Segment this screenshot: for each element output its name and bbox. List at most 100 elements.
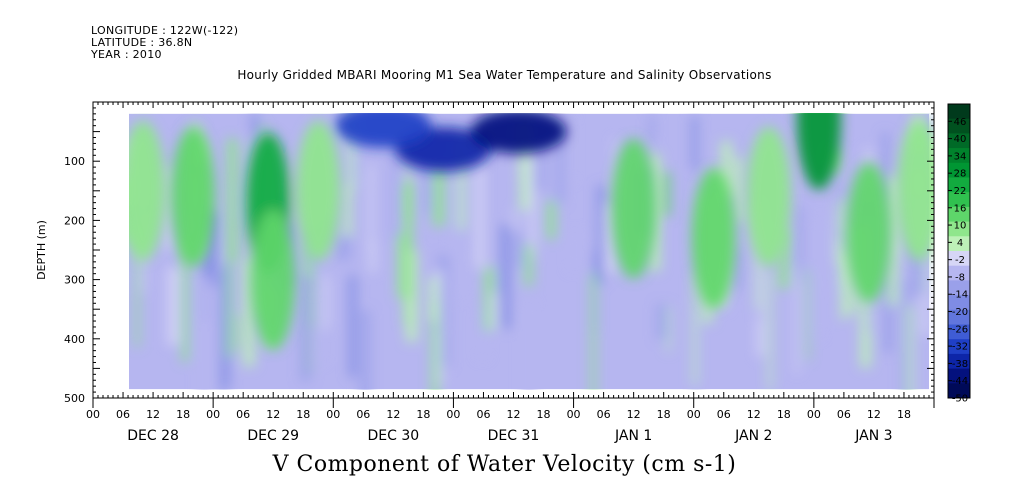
heatmap-cell <box>393 135 398 241</box>
heatmap-cell <box>368 164 374 250</box>
heatmap-feature <box>896 120 934 261</box>
x-day-label: DEC 28 <box>127 428 179 444</box>
longitude-label: LONGITUDE : 122W(-122) <box>91 24 239 37</box>
x-tick-label: 00 <box>86 408 100 421</box>
heatmap-cell <box>885 280 891 353</box>
x-day-label: DEC 29 <box>247 428 299 444</box>
x-tick-label: 00 <box>446 408 460 421</box>
heatmap-cell <box>927 116 934 144</box>
heatmap-cell <box>590 273 596 390</box>
colorbar-label: 22 <box>954 186 967 197</box>
colorbar-label: -50 <box>952 394 968 405</box>
colorbar-label: -2 <box>955 255 965 266</box>
heatmap-cell <box>500 224 511 329</box>
heatmap-cell <box>812 218 822 337</box>
heatmap-cell <box>198 275 210 390</box>
x-tick-label: 18 <box>296 408 310 421</box>
heatmap-cell <box>226 263 233 358</box>
heatmap-cell <box>756 319 765 357</box>
heatmap-cell <box>836 199 848 283</box>
heatmap-cell <box>135 225 140 348</box>
colorbar-label: 28 <box>954 169 967 180</box>
heatmap-cell <box>901 279 908 390</box>
heatmap-cell <box>778 230 790 289</box>
heatmap-cell <box>424 144 431 211</box>
colorbar-swatch <box>948 177 970 193</box>
heatmap-cell <box>360 310 371 390</box>
heatmap-cell <box>321 275 330 330</box>
heatmap-cell <box>457 137 466 230</box>
colorbar-label: -8 <box>955 272 965 283</box>
heatmap-cell <box>348 113 355 191</box>
heatmap-cell <box>344 185 353 237</box>
x-tick-label: 18 <box>416 408 430 421</box>
heatmap-cell <box>734 157 744 222</box>
y-tick-label: 200 <box>64 214 85 227</box>
heatmap-cell <box>226 138 238 263</box>
y-tick-label: 400 <box>64 333 85 346</box>
heatmap-cell <box>431 301 439 390</box>
heatmap-feature <box>296 120 341 261</box>
heatmap-cell <box>491 293 499 330</box>
colorbar-label: 34 <box>954 151 967 162</box>
heatmap-cell <box>201 207 209 322</box>
x-tick-label: 18 <box>777 408 791 421</box>
colorbar-label: -20 <box>952 307 968 318</box>
heatmap-cell <box>460 242 466 297</box>
colorbar-frame <box>947 103 971 399</box>
heatmap-feature <box>470 113 567 154</box>
x-tick-label: 00 <box>687 408 701 421</box>
axes: 00 06 12 18 00 06 12 18 00 06 12 18 00 06 12 18 00 06 12 18… <box>64 101 935 444</box>
x-day-label: DEC 30 <box>368 428 420 444</box>
heatmap-feature <box>846 162 891 303</box>
heatmap-cell <box>438 285 446 331</box>
heatmap-cell <box>768 272 773 390</box>
x-tick-label: 00 <box>206 408 220 421</box>
colorbar-swatch <box>948 368 970 384</box>
heatmap-cell <box>206 212 218 286</box>
colorbar-swatch <box>948 383 970 399</box>
heatmap-cell <box>613 138 618 193</box>
heatmap-cell <box>567 118 573 181</box>
heatmap-cell <box>569 231 581 270</box>
heatmap-cell <box>306 227 318 290</box>
variable-title: V Component of Water Velocity (cm s-1) <box>272 452 737 477</box>
colorbar-label: 40 <box>954 134 967 145</box>
heatmap-cell <box>513 208 518 233</box>
heatmap-cell <box>691 116 698 170</box>
colorbar-label: -32 <box>952 342 968 353</box>
heatmap-cell <box>648 115 655 142</box>
colorbar-swatch <box>948 309 970 325</box>
heatmap-cell <box>236 315 240 349</box>
colorbar-swatch <box>948 192 970 208</box>
heatmap-cell <box>515 230 524 268</box>
heatmap-cell <box>524 244 533 286</box>
heatmap-cell <box>164 167 173 250</box>
heatmap-cell <box>243 260 255 367</box>
heatmap-cell <box>666 306 671 352</box>
colorbar-label: 10 <box>954 221 967 232</box>
heatmap-cell <box>337 236 351 261</box>
colorbar-swatch <box>948 353 970 370</box>
heatmap-cell <box>903 305 913 390</box>
heatmap-cell <box>758 260 764 317</box>
heatmap-cell <box>300 275 311 382</box>
heatmap-cell <box>833 263 842 294</box>
heatmap-cell <box>522 301 536 390</box>
heatmap-cell <box>478 311 487 358</box>
x-tick-label: 18 <box>537 408 551 421</box>
heatmap-cell <box>806 269 810 361</box>
x-tick-label: 12 <box>266 408 280 421</box>
colorbar-swatch <box>948 206 970 223</box>
x-tick-label: 12 <box>386 408 400 421</box>
heatmap-cell <box>475 129 485 269</box>
colorbar-swatch <box>948 148 970 164</box>
x-tick-label: 00 <box>567 408 581 421</box>
heatmap-cell <box>312 263 325 363</box>
heatmap-cell <box>546 201 556 240</box>
colorbar-label: -44 <box>952 376 968 387</box>
heatmap-field <box>129 113 934 390</box>
x-tick-label: 06 <box>837 408 851 421</box>
heatmap-cell <box>662 172 671 216</box>
